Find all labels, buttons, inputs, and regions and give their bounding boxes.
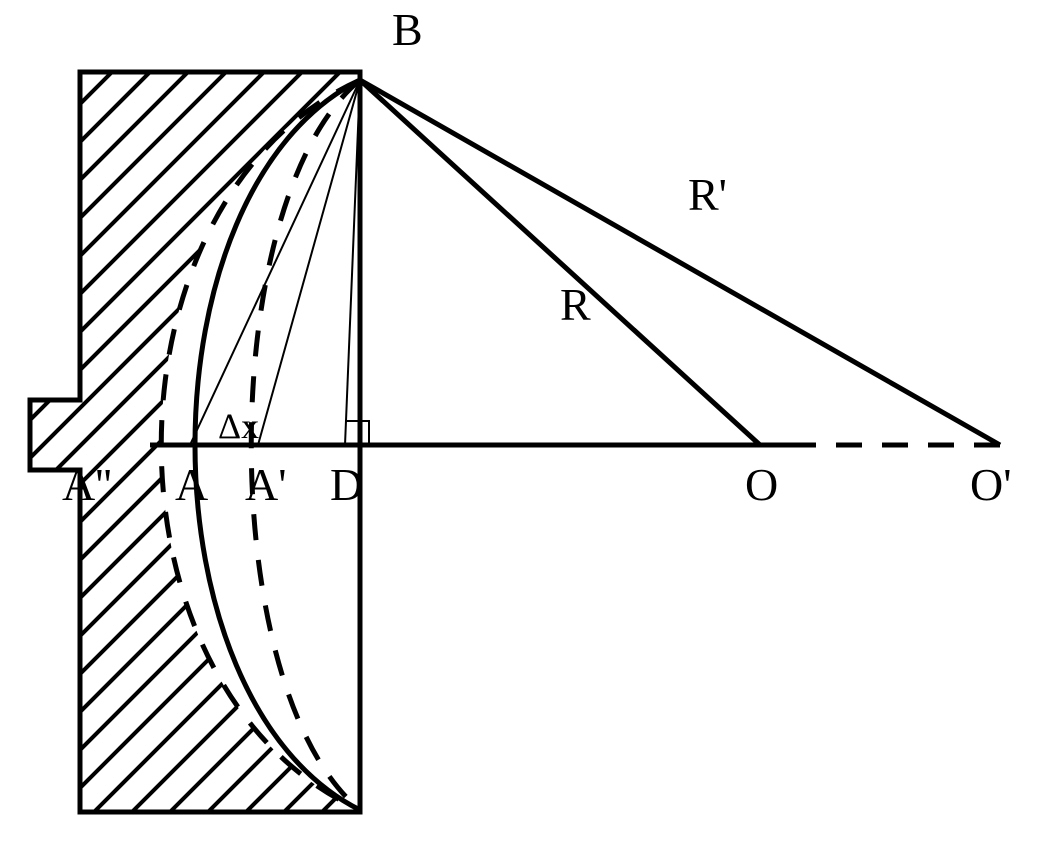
label-A: A <box>175 459 208 510</box>
hatched-block <box>0 0 1041 846</box>
line-B-Oprime <box>360 80 1000 445</box>
right-angle-marker <box>345 421 369 445</box>
line-B-Aprime <box>258 80 360 445</box>
line-B-O <box>360 80 760 445</box>
label-O: O <box>745 459 778 510</box>
label-R-prime: R' <box>688 169 727 220</box>
label-O-prime: O' <box>970 459 1012 510</box>
label-A-prime: A' <box>245 459 287 510</box>
label-R: R <box>560 279 591 330</box>
label-A-double-prime: A'' <box>62 459 112 510</box>
label-D: D <box>330 459 363 510</box>
label-B: B <box>392 4 423 55</box>
label-delta-x: Δx <box>218 406 259 446</box>
